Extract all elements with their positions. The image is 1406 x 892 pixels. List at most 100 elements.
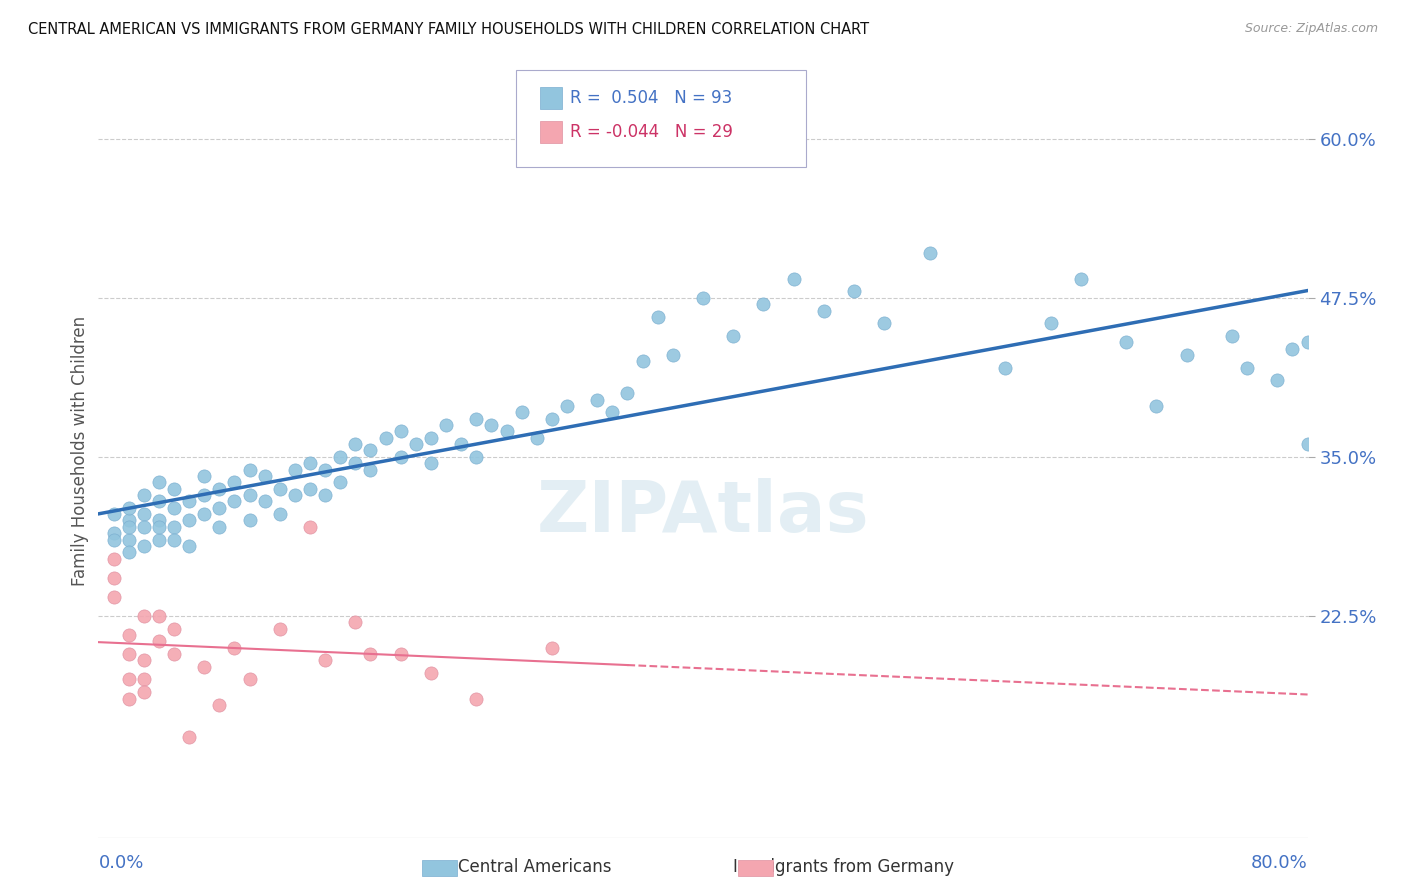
Point <box>284 488 307 502</box>
Point <box>163 520 186 534</box>
Point <box>239 673 262 687</box>
Text: CENTRAL AMERICAN VS IMMIGRANTS FROM GERMANY FAMILY HOUSEHOLDS WITH CHILDREN CORR: CENTRAL AMERICAN VS IMMIGRANTS FROM GERM… <box>28 22 869 37</box>
Point <box>132 488 155 502</box>
Point <box>360 443 382 458</box>
Point <box>1175 348 1198 362</box>
Point <box>344 456 367 470</box>
Point <box>269 507 291 521</box>
Point <box>163 622 186 636</box>
Point <box>208 500 231 515</box>
Text: Source: ZipAtlas.com: Source: ZipAtlas.com <box>1244 22 1378 36</box>
Point <box>118 513 141 527</box>
Point <box>118 533 141 547</box>
Point <box>163 647 186 661</box>
Point <box>148 475 170 490</box>
Point <box>813 303 835 318</box>
Point <box>163 482 186 496</box>
Y-axis label: Family Households with Children: Family Households with Children <box>70 316 89 585</box>
Point <box>481 417 503 432</box>
Point <box>118 673 141 687</box>
Point <box>239 462 262 476</box>
Point <box>1220 329 1243 343</box>
Point <box>405 437 427 451</box>
Point <box>389 647 412 661</box>
Point <box>329 450 352 464</box>
Point <box>465 450 488 464</box>
Point <box>148 494 170 508</box>
Point <box>118 520 141 534</box>
Text: 80.0%: 80.0% <box>1251 854 1308 871</box>
Point <box>450 437 472 451</box>
Point <box>692 291 714 305</box>
Point <box>163 500 186 515</box>
Point <box>239 488 262 502</box>
Point <box>193 469 215 483</box>
Point <box>329 475 352 490</box>
Point <box>314 462 336 476</box>
Point <box>118 628 141 642</box>
Point <box>253 469 276 483</box>
Text: 0.0%: 0.0% <box>98 854 143 871</box>
Point <box>783 271 806 285</box>
Point <box>208 698 231 712</box>
Point <box>723 329 745 343</box>
Point <box>148 533 170 547</box>
Point <box>179 539 201 553</box>
Point <box>752 297 775 311</box>
Point <box>269 622 291 636</box>
FancyBboxPatch shape <box>516 70 806 167</box>
Point <box>495 425 517 439</box>
Point <box>434 417 457 432</box>
Point <box>132 685 155 699</box>
Point <box>179 730 201 744</box>
Point <box>239 513 262 527</box>
Point <box>284 462 307 476</box>
Point <box>224 475 246 490</box>
Point <box>540 640 562 655</box>
Point <box>224 640 246 655</box>
Point <box>193 488 215 502</box>
Point <box>1296 437 1319 451</box>
Text: Central Americans: Central Americans <box>457 858 612 876</box>
Point <box>132 520 155 534</box>
Point <box>163 533 186 547</box>
Bar <box>540 87 561 109</box>
Point <box>631 354 654 368</box>
Point <box>1144 399 1167 413</box>
Point <box>148 634 170 648</box>
Point <box>148 513 170 527</box>
Point <box>224 494 246 508</box>
Point <box>389 425 412 439</box>
Point <box>179 513 201 527</box>
Point <box>314 488 336 502</box>
Point <box>1281 342 1303 356</box>
Point <box>344 437 367 451</box>
Point <box>1296 335 1319 350</box>
Point <box>1267 374 1289 388</box>
Point <box>132 507 155 521</box>
Point <box>269 482 291 496</box>
Point <box>586 392 609 407</box>
Point <box>299 482 322 496</box>
Point <box>465 411 488 425</box>
Point <box>132 653 155 667</box>
Text: Immigrants from Germany: Immigrants from Germany <box>733 858 955 876</box>
Point <box>616 386 638 401</box>
Point <box>118 647 141 661</box>
Point <box>360 462 382 476</box>
Point <box>389 450 412 464</box>
Point <box>132 673 155 687</box>
Point <box>118 691 141 706</box>
Point <box>1115 335 1137 350</box>
Point <box>193 659 215 673</box>
Point <box>555 399 578 413</box>
Point <box>540 411 562 425</box>
Point <box>1039 316 1062 330</box>
Point <box>103 507 125 521</box>
Point <box>844 285 866 299</box>
Point <box>253 494 276 508</box>
Point <box>118 500 141 515</box>
Point <box>179 494 201 508</box>
Point <box>602 405 624 419</box>
Point <box>918 246 941 260</box>
